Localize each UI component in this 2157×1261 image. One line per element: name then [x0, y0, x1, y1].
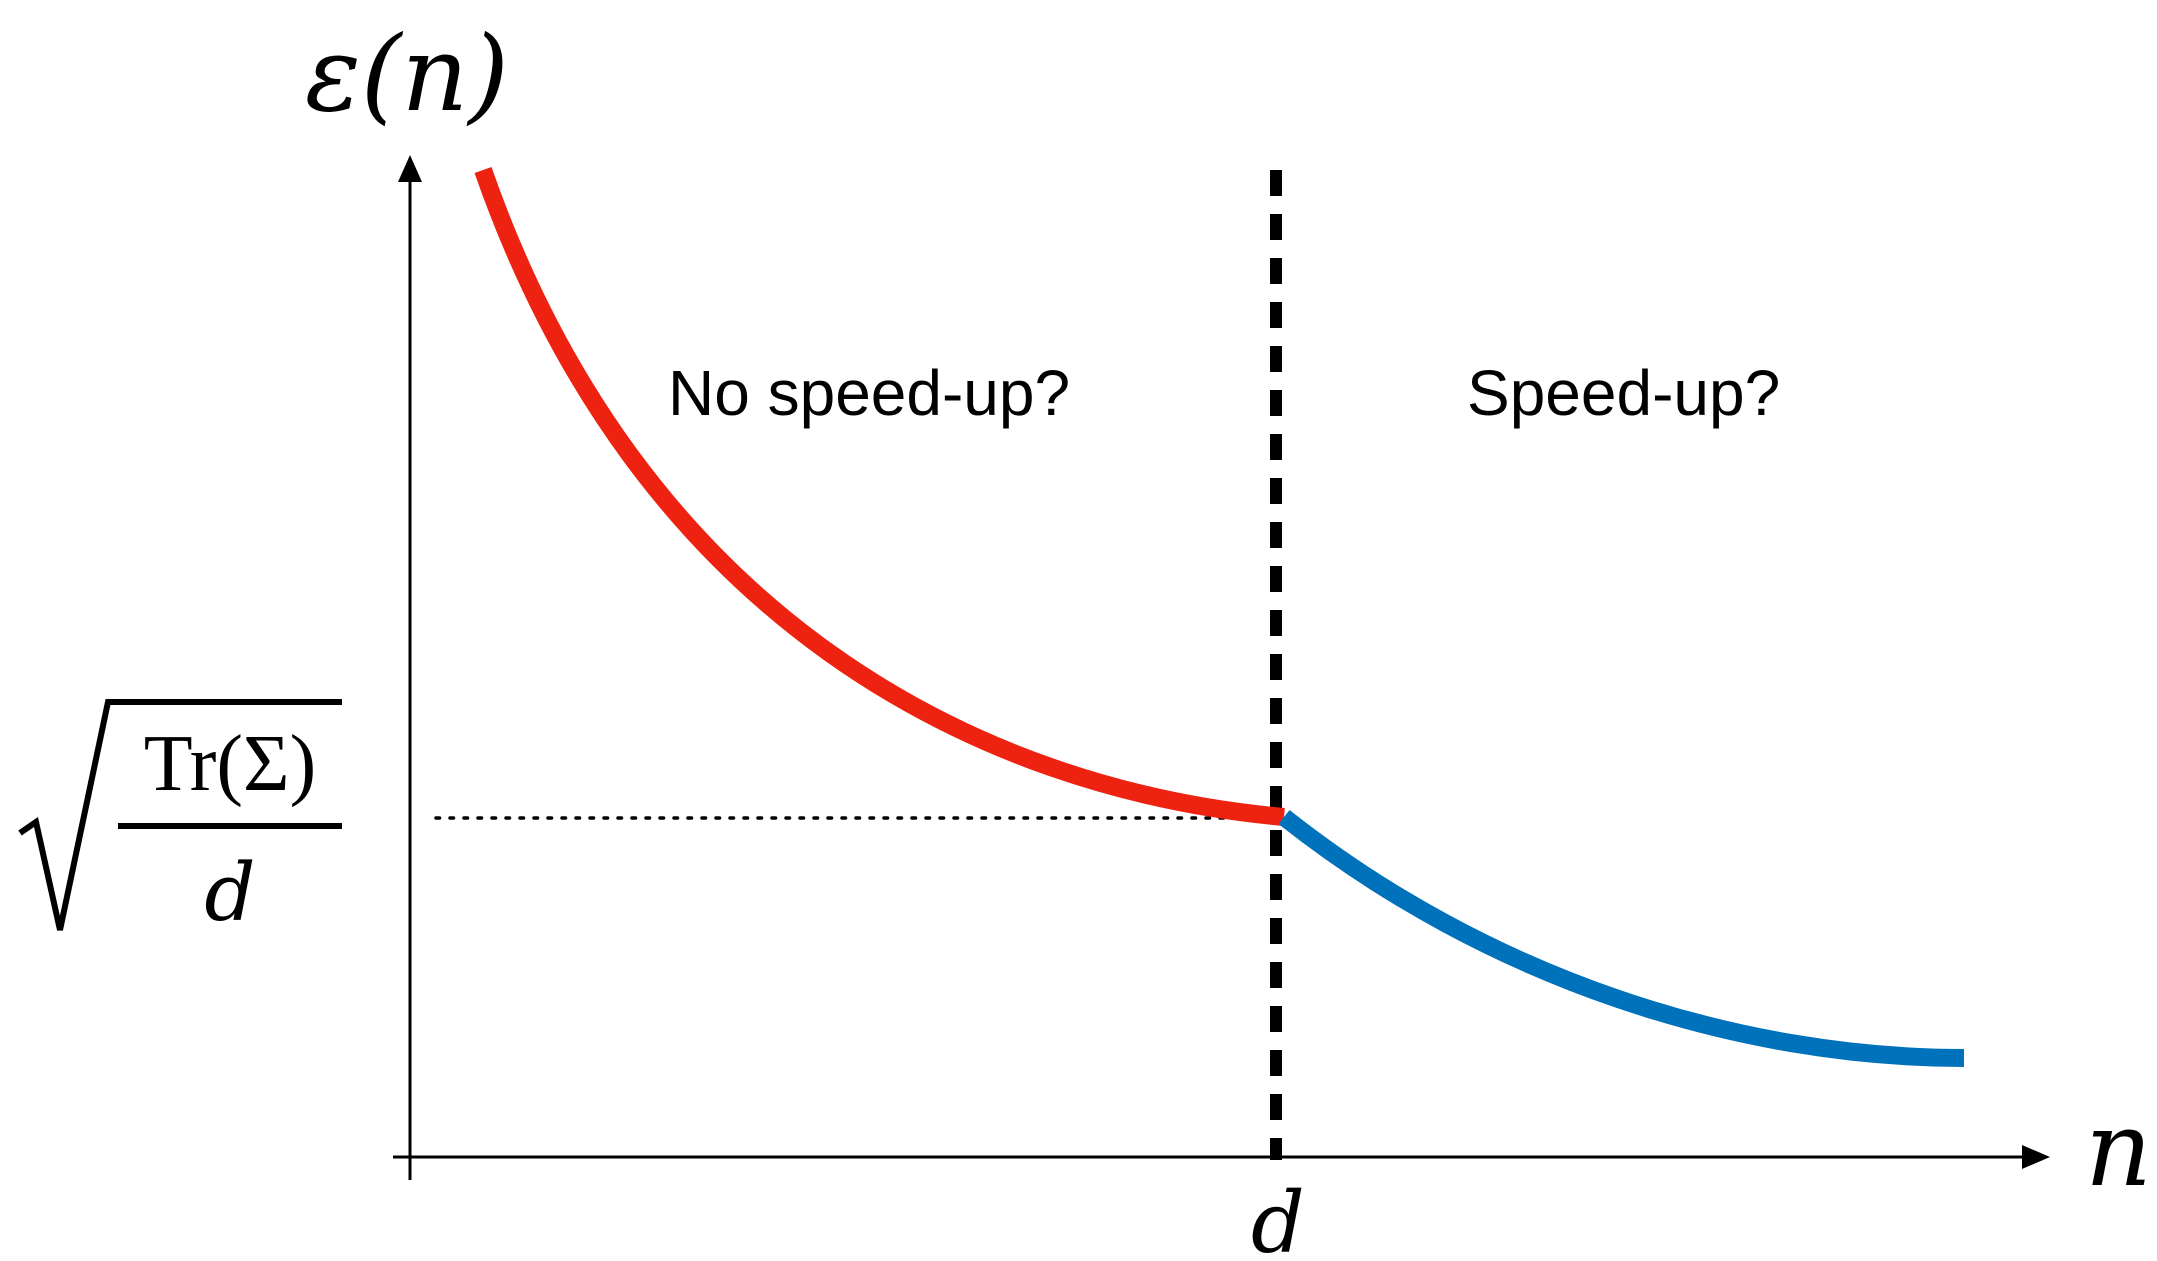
x-tick-label-d: d	[1251, 1174, 1305, 1261]
region-label-no-speedup: No speed-up?	[668, 357, 1070, 429]
red-error-curve	[474, 167, 1285, 826]
fraction-denominator: d	[204, 846, 255, 939]
y-axis-arrow-icon	[398, 155, 422, 182]
x-axis-label: n	[2085, 1088, 2152, 1210]
blue-error-curve	[1278, 809, 1965, 1067]
threshold-sqrt-expression: Tr(Σ) d	[18, 699, 342, 939]
sqrt-radical-icon	[18, 699, 342, 931]
y-axis-label: ε(n)	[305, 13, 509, 135]
region-label-speedup: Speed-up?	[1467, 357, 1780, 429]
y-axis	[398, 155, 422, 1180]
x-axis-arrow-icon	[2022, 1145, 2050, 1169]
x-axis	[393, 1145, 2050, 1169]
fraction-numerator: Tr(Σ)	[144, 720, 317, 808]
